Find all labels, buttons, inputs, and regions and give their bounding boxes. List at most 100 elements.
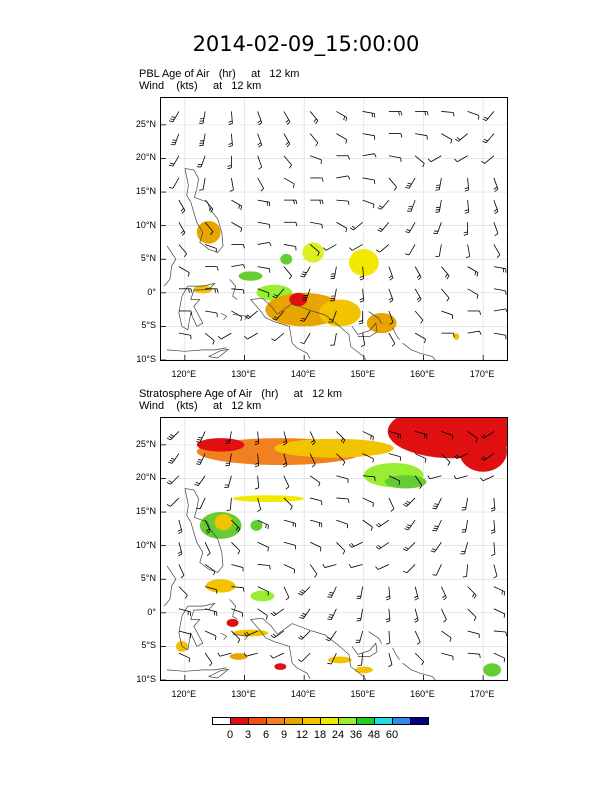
wind-barb-feather [389, 321, 394, 325]
wind-barb-staff [231, 608, 243, 614]
wind-barb-staff [493, 222, 499, 234]
wind-barb-staff [493, 244, 501, 256]
wind-barb [388, 453, 401, 461]
wind-barb-feather [494, 188, 499, 192]
wind-barb-feather [491, 553, 496, 556]
wind-barb [465, 244, 471, 259]
wind-barb-feather [463, 231, 468, 234]
wind-barb-feather [194, 483, 199, 486]
wind-barb-staff [333, 333, 337, 346]
wind-barb-feather [358, 322, 363, 325]
wind-barb [270, 652, 285, 659]
wind-barb-feather [375, 566, 379, 570]
wind-barb-staff [257, 241, 270, 245]
wind-barb-feather [269, 565, 271, 570]
lat-tick-label: 20°N [135, 152, 156, 163]
wind-barb-feather [180, 575, 185, 579]
wind-barb [490, 520, 496, 534]
wind-barb-feather [424, 339, 426, 344]
wind-barb-staff [219, 652, 232, 657]
wind-barb-staff [482, 475, 495, 482]
wind-barb-feather [378, 205, 383, 208]
age-of-air-shade [274, 663, 287, 670]
wind-barb-feather [449, 637, 452, 642]
age-of-air-shade [232, 629, 269, 637]
wind-barb-feather [386, 642, 391, 645]
wind-barb [178, 288, 193, 293]
wind-barb-feather [416, 296, 421, 301]
wind-barb-staff [388, 453, 401, 458]
wind-barb-feather [168, 186, 174, 189]
wind-barb-feather [370, 526, 373, 531]
wind-barb-staff [438, 177, 442, 190]
wind-barb-feather [342, 550, 346, 555]
wind-barb-feather [431, 548, 437, 551]
wind-barb [330, 266, 337, 280]
wind-barb-feather [483, 116, 488, 120]
wind-barb-staff [170, 497, 180, 507]
wind-barb-staff [414, 332, 426, 340]
wind-barb [257, 541, 269, 552]
wind-barb-feather [446, 297, 450, 302]
panel-2-title-line1: Stratosphere Age of Air (hr) at 12 km [139, 388, 342, 400]
wind-barb-feather [452, 333, 455, 338]
wind-barb [362, 497, 374, 508]
wind-barb-feather [372, 502, 374, 508]
wind-barb-feather [388, 297, 393, 301]
wind-barb [441, 586, 447, 601]
panel-2-title: Stratosphere Age of Air (hr) at 12 km Wi… [139, 388, 342, 412]
wind-barb [283, 155, 292, 169]
wind-barb-staff [359, 630, 364, 643]
wind-barb-staff [352, 244, 363, 251]
wind-barb [254, 475, 260, 490]
wind-barb-feather [213, 571, 216, 576]
wind-barb-staff [441, 111, 454, 113]
wind-barb-staff [467, 111, 480, 116]
wind-barb-staff [205, 608, 217, 613]
wind-barb-feather [170, 457, 175, 460]
wind-barb-staff [257, 497, 262, 510]
wind-barb [355, 630, 364, 643]
wind-barb [467, 310, 482, 315]
wind-barb-feather [290, 506, 293, 511]
wind-barb [467, 630, 480, 639]
wind-barb-feather [327, 618, 332, 621]
wind-barb-feather [273, 316, 278, 319]
wind-barb [297, 630, 311, 640]
coastline [220, 632, 228, 640]
wind-barb [309, 541, 322, 552]
wind-barb [204, 199, 214, 213]
wind-barb [270, 630, 285, 639]
wind-barb-feather [490, 507, 495, 510]
wind-barb-staff [493, 608, 505, 615]
wind-barb-staff [274, 332, 285, 342]
wind-barb [178, 630, 191, 639]
wind-barb-feather [285, 141, 289, 146]
wind-barb-feather [283, 464, 288, 468]
wind-barb [414, 155, 425, 168]
wind-barb-feather [473, 594, 477, 599]
wind-barb-feather [328, 616, 333, 618]
wind-barb-feather [358, 320, 363, 322]
wind-barb-feather [405, 253, 410, 256]
wind-barb-staff [197, 475, 206, 486]
wind-barb-feather [447, 461, 451, 466]
wind-barb-staff [362, 111, 375, 114]
wind-barb-feather [404, 502, 409, 506]
wind-barb [178, 266, 190, 277]
wind-barb-feather [198, 459, 203, 461]
wind-barb [405, 177, 416, 189]
wind-barb-feather [267, 547, 269, 552]
wind-barb-staff [336, 453, 346, 463]
wind-barb [388, 475, 401, 485]
wind-barb [257, 497, 262, 512]
coastline [163, 245, 177, 287]
wind-barb-feather [347, 175, 351, 180]
wind-barb-feather [322, 563, 326, 568]
wind-barb [386, 630, 391, 645]
colorbar-label: 3 [244, 729, 252, 741]
wind-barb [467, 608, 477, 621]
wind-barb-staff [441, 288, 450, 299]
wind-barb [327, 652, 337, 665]
wind-barb [257, 221, 271, 229]
